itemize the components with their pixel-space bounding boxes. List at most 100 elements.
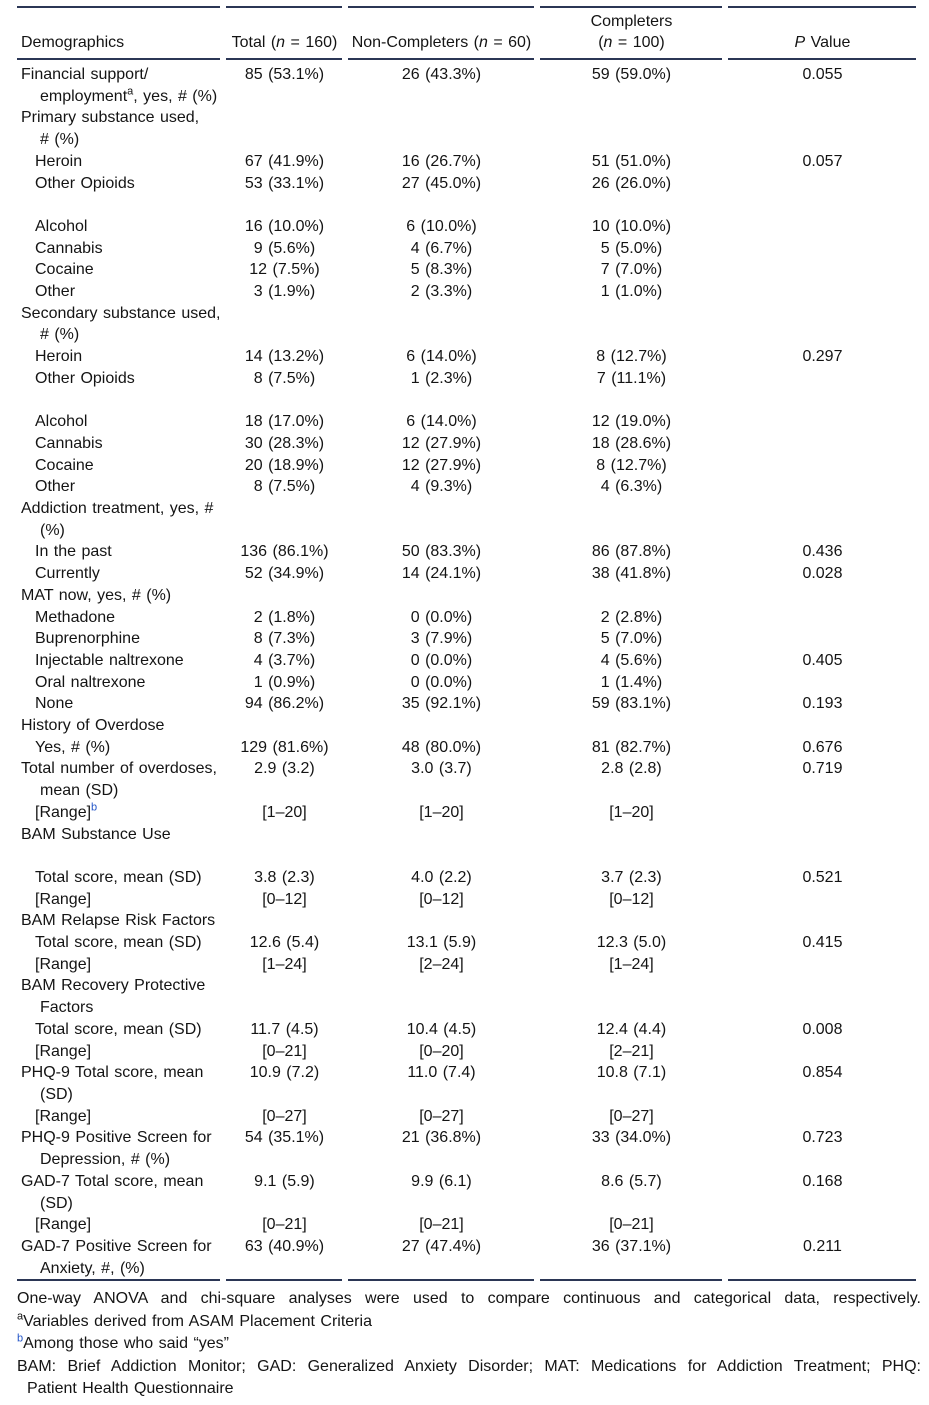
row-label-line: [Range]	[35, 1107, 92, 1125]
row-label: None	[17, 693, 220, 715]
table-row: None 94 (86.2%) 35 (92.1%) 59 (83.1%) 0.193	[17, 693, 916, 715]
row-label-line: Cocaine	[35, 456, 94, 474]
row-label: Alcohol	[17, 216, 220, 238]
table-row: Total score, mean (SD) 11.7 (4.5) 10.4 (4.…	[17, 1019, 916, 1041]
row-label-line: Cocaine	[35, 261, 94, 279]
row-label-continuation: employmenta, yes, # (%)	[40, 85, 218, 105]
row-label: Cannabis	[17, 238, 220, 260]
p-value-cell	[728, 368, 916, 390]
spacer-row	[17, 845, 916, 867]
row-label: BAM Relapse Risk Factors	[17, 910, 220, 932]
completers-cell: 10.8 (7.1)	[596, 1064, 667, 1082]
row-label-continuation: mean (SD)	[40, 782, 119, 800]
row-label-line: BAM Relapse Risk Factors	[21, 912, 216, 930]
p-value-cell: 0.055	[802, 66, 843, 83]
p-value-cell: 0.168	[802, 1172, 843, 1190]
total-cell: 12 (7.5%)	[249, 261, 320, 279]
table-row: BAM Recovery Protective Factors	[17, 975, 916, 1018]
row-label-line: PHQ-9 Positive Screen for	[21, 1129, 212, 1147]
row-label-line: Total score, mean (SD)	[35, 934, 202, 952]
spacer-cell	[17, 194, 916, 216]
non-completers-cell: [1–20]	[419, 803, 464, 821]
completers-cell: 4 (6.3%)	[600, 478, 663, 496]
completers-cell: 2.8 (2.8)	[601, 760, 662, 778]
table-row: [Range] [0–21] [0–20] [2–21]	[17, 1041, 916, 1063]
table-row: GAD-7 Positive Screen for Anxiety, #, (%)…	[17, 1236, 916, 1279]
row-label-line: None	[35, 695, 74, 713]
p-value-cell	[728, 1106, 916, 1128]
p-value-cell	[728, 672, 916, 694]
table-row: Cannabis 9 (5.6%) 4 (6.7%) 5 (5.0%)	[17, 238, 916, 260]
row-label: Buprenorphine	[17, 628, 220, 650]
spacer-row	[17, 390, 916, 412]
completers-cell: 2 (2.8%)	[600, 608, 663, 626]
completers-cell: 38 (41.8%)	[591, 565, 672, 583]
p-value-cell	[728, 889, 916, 911]
row-label-line: Other Opioids	[35, 369, 135, 387]
total-cell: 3.8 (2.3)	[254, 868, 315, 886]
row-label: History of Overdose	[17, 715, 220, 737]
total-cell	[226, 498, 342, 541]
non-completers-cell: 3 (7.9%)	[410, 630, 473, 648]
p-value-cell: 0.211	[803, 1237, 842, 1255]
header-completers-line1: Completers	[590, 13, 673, 30]
row-label-line: Primary substance used,	[21, 109, 200, 127]
row-label: In the past	[17, 541, 220, 563]
non-completers-cell: [0–12]	[419, 890, 464, 908]
row-label: Total score, mean (SD)	[17, 1019, 220, 1041]
non-completers-cell: 12 (27.9%)	[401, 456, 482, 474]
row-label-line: MAT now, yes, # (%)	[21, 586, 172, 604]
total-cell	[226, 824, 342, 846]
footnote-a-text: Variables derived from ASAM Placement Cr…	[23, 1312, 372, 1330]
header-p-value: P Value	[728, 6, 917, 60]
row-label-line: History of Overdose	[21, 717, 165, 735]
p-value-cell	[728, 455, 916, 477]
completers-cell: [1–24]	[609, 955, 654, 973]
table-row: Total score, mean (SD) 3.8 (2.3) 4.0 (2.2)…	[17, 867, 916, 889]
table-row: Oral naltrexone 1 (0.9%) 0 (0.0%) 1 (1.4%)	[17, 672, 916, 694]
table-row: Methadone 2 (1.8%) 0 (0.0%) 2 (2.8%)	[17, 607, 916, 629]
table-row: Heroin 67 (41.9%) 16 (26.7%) 51 (51.0%) 0.05…	[17, 151, 916, 173]
table-row: BAM Substance Use	[17, 824, 916, 846]
row-label-line: [Range]b	[35, 801, 98, 821]
row-label-line: Other	[35, 478, 76, 496]
completers-cell: 86 (87.8%)	[591, 543, 672, 561]
table-row: Buprenorphine 8 (7.3%) 3 (7.9%) 5 (7.0%)	[17, 628, 916, 650]
non-completers-cell: 6 (14.0%)	[406, 413, 477, 431]
table-row: [Range] [1–24] [2–24] [1–24]	[17, 954, 916, 976]
p-value-cell	[728, 433, 916, 455]
total-cell: 2 (1.8%)	[253, 608, 316, 626]
p-value-cell: 0.676	[802, 738, 843, 756]
non-completers-cell: 0 (0.0%)	[410, 673, 473, 691]
total-cell: 136 (86.1%)	[240, 543, 329, 561]
table-row: In the past 136 (86.1%) 50 (83.3%) 86 (87.8…	[17, 541, 916, 563]
p-value-cell: 0.854	[802, 1064, 843, 1082]
non-completers-cell	[348, 107, 534, 150]
row-label: Total score, mean (SD)	[17, 932, 220, 954]
footnote-b: bAmong those who said “yes”	[17, 1333, 921, 1355]
completers-cell: 5 (5.0%)	[600, 239, 663, 257]
row-label: Heroin	[17, 346, 220, 368]
row-label-line: Secondary substance used,	[21, 304, 221, 322]
non-completers-cell: 26 (43.3%)	[401, 66, 482, 83]
row-label: [Range]	[17, 954, 220, 976]
table-row: History of Overdose	[17, 715, 916, 737]
non-completers-cell: [2–24]	[419, 955, 464, 973]
row-label-line: Other	[35, 283, 76, 301]
total-cell: [1–20]	[262, 803, 307, 821]
total-cell	[226, 585, 342, 607]
table-body: Financial support/employmenta, yes, # (%…	[17, 60, 916, 1279]
non-completers-cell: 5 (8.3%)	[410, 261, 473, 279]
table-row: Yes, # (%) 129 (81.6%) 48 (80.0%) 81 (82.7%…	[17, 737, 916, 759]
table-row: Other Opioids 53 (33.1%) 27 (45.0%) 26 (26.…	[17, 173, 916, 195]
row-label: Cannabis	[17, 433, 220, 455]
non-completers-cell: 6 (10.0%)	[406, 217, 477, 235]
row-label: GAD-7 Total score, mean (SD)	[17, 1171, 220, 1214]
completers-cell: 33 (34.0%)	[591, 1129, 672, 1147]
non-completers-cell	[348, 585, 534, 607]
row-label: Methadone	[17, 607, 220, 629]
completers-cell: 12.3 (5.0)	[596, 934, 667, 952]
row-label-line: In the past	[35, 543, 112, 561]
row-label: Other	[17, 281, 220, 303]
completers-cell: 12.4 (4.4)	[596, 1020, 667, 1038]
